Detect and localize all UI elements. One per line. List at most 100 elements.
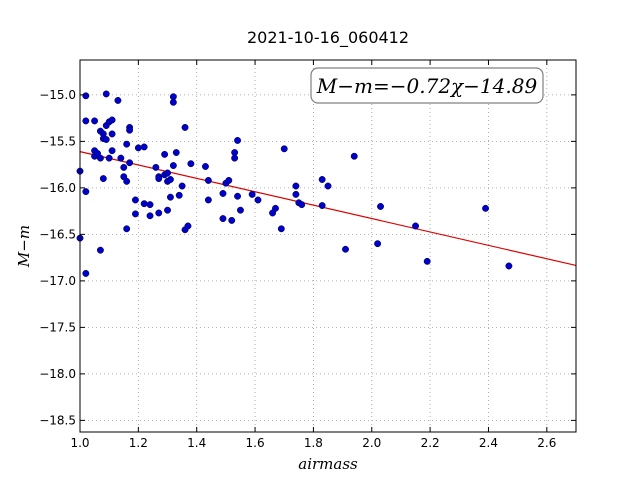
data-point [318, 176, 326, 183]
data-point [108, 116, 116, 124]
data-point [99, 175, 107, 183]
data-points [76, 90, 513, 277]
fit-line [79, 151, 577, 267]
data-point [166, 193, 174, 201]
data-point [374, 240, 382, 248]
data-point [161, 150, 169, 158]
data-point [123, 140, 131, 148]
data-point [169, 98, 177, 106]
data-point [126, 159, 134, 167]
data-point [120, 163, 128, 171]
data-point [96, 246, 104, 254]
data-point [117, 154, 125, 162]
equation-text: M−m=−0.72χ−14.89 [316, 74, 538, 98]
equation-box [310, 67, 544, 104]
data-point [202, 163, 209, 170]
data-point [234, 136, 242, 144]
data-point [234, 192, 242, 200]
x-tick-label: 2.6 [537, 436, 556, 450]
data-point [108, 130, 116, 138]
x-axis-label: airmass [298, 455, 358, 473]
data-point [342, 245, 349, 253]
data-point [155, 209, 163, 217]
y-tick-label: −17.0 [39, 274, 76, 288]
data-point [140, 200, 148, 208]
data-point [324, 182, 332, 190]
data-point [134, 144, 142, 152]
data-point [178, 182, 186, 190]
data-point [108, 147, 116, 155]
data-point [131, 210, 139, 218]
y-tick-label: −17.5 [39, 320, 76, 334]
equation-annotation: M−m=−0.72χ−14.89 [310, 67, 544, 104]
data-point [169, 162, 177, 170]
data-point [102, 136, 110, 143]
plot-area [80, 60, 576, 432]
data-point [96, 154, 104, 162]
y-tick-label: −18.0 [39, 367, 76, 381]
data-point [164, 169, 171, 177]
data-point [412, 222, 419, 230]
x-tick-label: 2.2 [421, 436, 440, 450]
data-point [423, 257, 431, 265]
data-point [237, 206, 244, 214]
y-tick-label: −18.5 [39, 413, 76, 427]
fit-line-group [79, 151, 577, 267]
y-tick-label: −15.0 [39, 88, 76, 102]
data-point [219, 190, 227, 197]
axis-tick-labels: 1.0 1.2 1.4 1.6 1.8 2.0 2.2 2.4 2.6 −15.0 −15.5 −16… [39, 88, 556, 450]
data-point [350, 152, 358, 160]
axis-ticks [79, 60, 576, 432]
data-point [272, 204, 279, 212]
data-point [277, 225, 285, 233]
data-point [292, 182, 300, 190]
data-point [102, 90, 110, 98]
data-point [152, 163, 160, 171]
y-tick-label: −15.5 [39, 134, 76, 148]
data-point [225, 176, 233, 184]
data-point [166, 176, 174, 183]
data-point [318, 202, 326, 209]
data-point [377, 203, 384, 210]
data-point [146, 201, 154, 209]
data-point [228, 216, 236, 224]
data-point [187, 160, 195, 168]
data-point [123, 225, 131, 233]
data-point [82, 188, 90, 196]
data-point [82, 92, 90, 100]
data-point [146, 212, 154, 220]
data-point [126, 126, 134, 134]
data-point [204, 196, 212, 204]
data-point [114, 97, 122, 104]
data-point [292, 190, 300, 198]
x-tick-label: 1.6 [246, 436, 265, 450]
data-point [505, 262, 513, 270]
data-point [280, 145, 288, 153]
data-point [254, 196, 262, 204]
chart-title: 2021-10-16_060412 [247, 28, 409, 48]
data-point [82, 117, 90, 125]
data-point [298, 201, 306, 209]
data-point [140, 143, 148, 151]
data-point [175, 191, 183, 199]
data-point [172, 149, 180, 156]
data-point [123, 177, 131, 185]
data-point [181, 123, 189, 131]
y-tick-label: −16.5 [39, 227, 76, 241]
data-point [164, 206, 171, 214]
y-tick-label: −16.0 [39, 181, 76, 195]
data-point [82, 269, 90, 277]
data-point [184, 222, 192, 230]
y-axis-label: M−m [15, 225, 33, 268]
x-tick-label: 2.4 [479, 436, 498, 450]
plot-frame [79, 59, 577, 433]
data-point [204, 176, 212, 184]
x-tick-label: 1.8 [304, 436, 323, 450]
data-point [231, 154, 239, 162]
data-point [155, 175, 163, 183]
data-point [248, 190, 256, 198]
data-point [219, 215, 227, 223]
data-point [91, 117, 99, 125]
x-tick-label: 1.4 [187, 436, 206, 450]
